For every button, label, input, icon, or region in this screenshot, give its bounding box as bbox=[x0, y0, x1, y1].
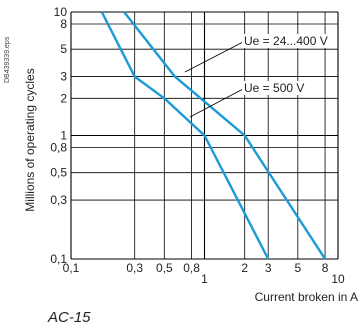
series-annotation: Ue = 24...400 V bbox=[244, 34, 328, 48]
x-tick-label: 0,8 bbox=[183, 261, 200, 275]
y-tick-label: 8 bbox=[60, 17, 67, 31]
x-tick-label: 3 bbox=[265, 261, 272, 275]
reference-id: DB439339.eps bbox=[4, 36, 11, 83]
chart-caption: AC-15 bbox=[47, 309, 91, 326]
x-tick-label: 1 bbox=[201, 272, 208, 286]
y-tick-label: 5 bbox=[60, 42, 67, 56]
x-tick-label: 0,5 bbox=[156, 261, 173, 275]
x-axis-label: Current broken in A bbox=[255, 290, 358, 304]
y-axis-label: Millions of operating cycles bbox=[23, 68, 37, 211]
y-tick-label: 3 bbox=[60, 70, 67, 84]
y-tick-label: 0,8 bbox=[50, 140, 67, 154]
grid bbox=[70, 11, 339, 260]
annotation-leader-line bbox=[189, 88, 244, 118]
x-tick-label: 0,1 bbox=[63, 261, 80, 275]
annotation-background bbox=[242, 34, 330, 48]
x-tick-label: 2 bbox=[241, 261, 248, 275]
annotation-leader-line bbox=[184, 41, 244, 73]
y-tick-label: 0,5 bbox=[50, 166, 67, 180]
annotations: Ue = 24...400 V Ue = 500 V bbox=[184, 34, 330, 118]
y-tick-label: 1 bbox=[60, 129, 67, 143]
y-tick-label: 10 bbox=[54, 5, 68, 19]
series-line-1 bbox=[100, 11, 270, 260]
series-line-0 bbox=[123, 11, 327, 260]
x-tick-label: 0,3 bbox=[126, 261, 143, 275]
annotation-background bbox=[242, 81, 307, 95]
y-tick-label: 0,1 bbox=[50, 252, 67, 266]
y-tick-label: 0,3 bbox=[50, 193, 67, 207]
x-tick-label: 10 bbox=[331, 272, 345, 286]
series-lines bbox=[100, 11, 327, 260]
y-tick-label: 2 bbox=[60, 91, 67, 105]
x-tick-label: 8 bbox=[322, 261, 329, 275]
x-tick-label: 5 bbox=[294, 261, 301, 275]
series-annotation: Ue = 500 V bbox=[244, 81, 304, 95]
